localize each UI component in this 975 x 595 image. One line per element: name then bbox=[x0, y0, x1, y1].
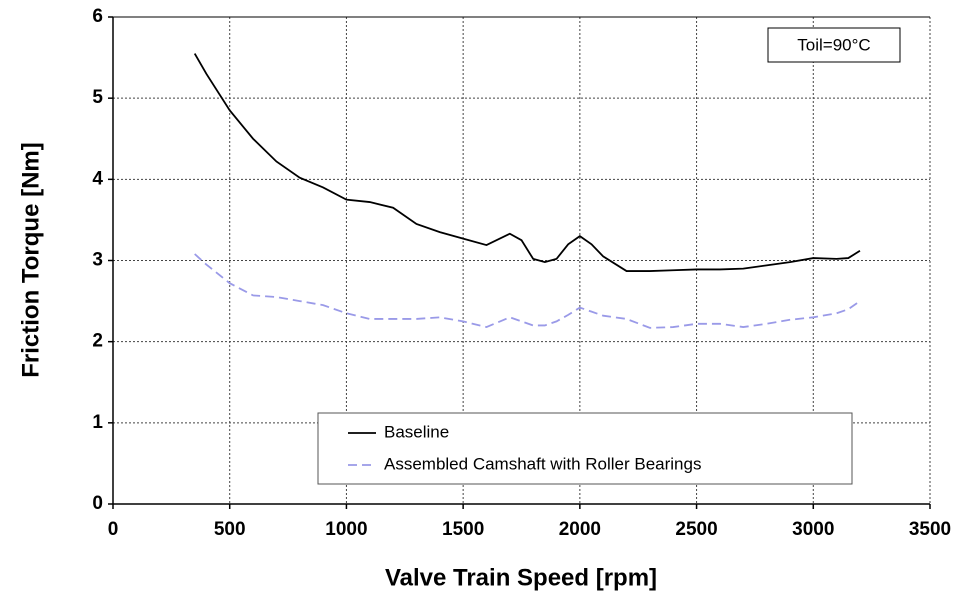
x-tick-label: 3500 bbox=[909, 519, 951, 540]
x-axis-label: Valve Train Speed [rpm] bbox=[385, 564, 657, 591]
annotation-box bbox=[767, 27, 901, 63]
y-tick-label: 0 bbox=[92, 493, 103, 514]
x-tick-label: 0 bbox=[108, 519, 119, 540]
y-tick-label: 6 bbox=[92, 6, 103, 27]
y-tick-label: 1 bbox=[92, 412, 103, 433]
legend-label: Assembled Camshaft with Roller Bearings bbox=[384, 454, 701, 473]
y-tick-label: 4 bbox=[92, 168, 103, 189]
series-line bbox=[193, 53, 861, 272]
x-tick-label: 3000 bbox=[792, 519, 834, 540]
y-tick-label: 5 bbox=[92, 87, 103, 108]
annotation: Toil=90°C bbox=[797, 35, 870, 54]
x-tick-label: 2000 bbox=[559, 519, 601, 540]
legend-label: Baseline bbox=[384, 422, 449, 441]
legend-box bbox=[317, 412, 853, 485]
y-tick-label: 3 bbox=[92, 250, 103, 271]
y-axis-label: Friction Torque [Nm] bbox=[17, 142, 44, 378]
x-tick-label: 1500 bbox=[442, 519, 484, 540]
x-tick-label: 1000 bbox=[325, 519, 367, 540]
x-tick-label: 500 bbox=[214, 519, 246, 540]
x-tick-label: 2500 bbox=[675, 519, 717, 540]
series-line bbox=[194, 253, 861, 329]
y-tick-label: 2 bbox=[92, 331, 103, 352]
